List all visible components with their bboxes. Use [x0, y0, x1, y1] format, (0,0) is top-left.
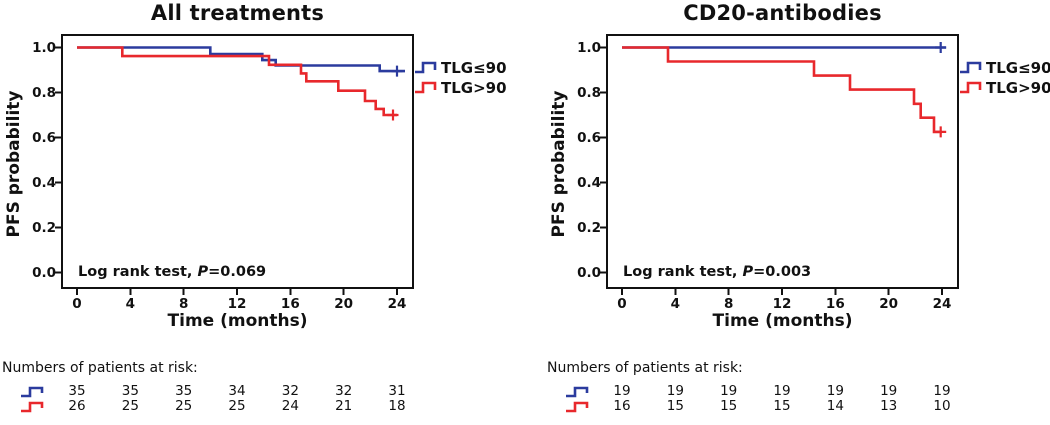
risk-count: 25: [175, 398, 193, 414]
logrank-p-value: =0.069: [208, 264, 267, 280]
x-tick-labels: 0 4 8 12 16 20 24: [0, 296, 505, 314]
x-tick-label: 20: [879, 296, 899, 312]
legend-item-tlg-gt-90: TLG>90: [959, 78, 1050, 97]
y-tick-label: 0.4: [32, 174, 56, 191]
km-plot-area: [600, 34, 959, 295]
legend-item-tlg-gt-90: TLG>90: [414, 78, 507, 97]
risk-count: 14: [826, 398, 844, 414]
legend-step-icon-red: [960, 81, 982, 94]
legend-label: TLG>90: [441, 78, 507, 97]
x-tick-label: 4: [125, 296, 136, 312]
risk-step-icon-blue: [21, 386, 44, 398]
y-tick-label: 0.0: [32, 264, 56, 281]
x-tick-label: 12: [772, 296, 792, 312]
y-tick-label: 0.2: [32, 219, 56, 236]
risk-count: 32: [281, 383, 299, 399]
x-tick-label: 0: [72, 296, 82, 312]
y-tick-label: 1.0: [32, 39, 56, 56]
logrank-p-value: =0.003: [753, 264, 812, 280]
x-tick-label: 0: [617, 296, 627, 312]
x-tick-label: 4: [670, 296, 681, 312]
legend-label: TLG≤90: [441, 58, 507, 77]
logrank-p-symbol: P: [742, 264, 754, 280]
y-tick-label: 0.4: [577, 174, 601, 191]
risk-count: 21: [335, 398, 353, 414]
risk-count: 26: [68, 398, 86, 414]
panel-title: All treatments: [150, 1, 325, 25]
y-tick-label: 1.0: [577, 39, 601, 56]
risk-count: 15: [720, 398, 738, 414]
y-tick-label: 0.6: [32, 129, 56, 146]
risk-count: 19: [826, 383, 844, 399]
x-tick-label: 24: [932, 296, 952, 312]
risk-count: 31: [388, 383, 406, 399]
y-tick-label: 0.0: [577, 264, 601, 281]
risk-row-tlg-gt-90: 16 15 15 15 14 13 10: [545, 399, 1050, 415]
risk-count: 34: [228, 383, 246, 399]
risk-count: 19: [880, 383, 898, 399]
legend-step-icon-red: [415, 81, 437, 94]
km-plot-area: [55, 34, 414, 295]
risk-count: 10: [933, 398, 951, 414]
risk-count: 32: [335, 383, 353, 399]
risk-count: 13: [880, 398, 898, 414]
x-tick-label: 20: [334, 296, 354, 312]
legend-step-icon-blue: [415, 61, 437, 74]
x-tick-label: 24: [387, 296, 407, 312]
logrank-prefix: Log rank test,: [78, 264, 198, 280]
panel-title: CD20-antibodies: [683, 1, 882, 25]
logrank-p-symbol: P: [197, 264, 209, 280]
y-tick-label: 0.6: [577, 129, 601, 146]
panel-cd20-antibodies: CD20-antibodies PFS probability 1.0 0.8 0.…: [545, 0, 1050, 425]
risk-count: 25: [121, 398, 139, 414]
risk-count: 35: [68, 383, 86, 399]
y-tick-labels: 1.0 0.8 0.6 0.4 0.2 0.0: [0, 0, 60, 300]
x-axis-label: Time (months): [712, 311, 853, 331]
x-tick-label: 16: [825, 296, 845, 312]
risk-count: 35: [175, 383, 193, 399]
risk-count: 16: [613, 398, 631, 414]
y-tick-labels: 1.0 0.8 0.6 0.4 0.2 0.0: [545, 0, 605, 300]
risk-count: 15: [666, 398, 684, 414]
logrank-annotation: Log rank test, P=0.069: [78, 264, 266, 280]
risk-step-icon-red: [21, 401, 44, 413]
y-tick-label: 0.2: [577, 219, 601, 236]
logrank-prefix: Log rank test,: [623, 264, 743, 280]
logrank-annotation: Log rank test, P=0.003: [623, 264, 811, 280]
legend-item-tlg-le-90: TLG≤90: [959, 58, 1050, 77]
legend-step-icon-blue: [960, 61, 982, 74]
panel-all-treatments: All treatments PFS probability 1.0 0.8 0.6…: [0, 0, 507, 425]
risk-count: 19: [933, 383, 951, 399]
risk-step-icon-blue: [566, 386, 589, 398]
legend-label: TLG≤90: [986, 58, 1050, 77]
risk-count: 19: [666, 383, 684, 399]
risk-row-tlg-le-90: 35 35 35 34 32 32 31: [0, 384, 505, 400]
x-axis-label: Time (months): [167, 311, 308, 331]
x-tick-label: 16: [280, 296, 300, 312]
risk-count: 19: [773, 383, 791, 399]
y-tick-label: 0.8: [32, 84, 56, 101]
y-tick-label: 0.8: [577, 84, 601, 101]
risk-table-title: Numbers of patients at risk:: [547, 360, 743, 376]
x-tick-label: 12: [227, 296, 247, 312]
legend-label: TLG>90: [986, 78, 1050, 97]
risk-row-tlg-gt-90: 26 25 25 25 24 21 18: [0, 399, 505, 415]
risk-count: 15: [773, 398, 791, 414]
risk-table-title: Numbers of patients at risk:: [2, 360, 198, 376]
risk-count: 19: [613, 383, 631, 399]
x-tick-label: 8: [723, 296, 734, 312]
risk-row-tlg-le-90: 19 19 19 19 19 19 19: [545, 384, 1050, 400]
risk-count: 25: [228, 398, 246, 414]
risk-count: 24: [281, 398, 299, 414]
risk-count: 19: [720, 383, 738, 399]
x-tick-label: 8: [178, 296, 189, 312]
x-tick-labels: 0 4 8 12 16 20 24: [545, 296, 1050, 314]
risk-step-icon-red: [566, 401, 589, 413]
risk-count: 35: [121, 383, 139, 399]
risk-count: 18: [388, 398, 406, 414]
legend-item-tlg-le-90: TLG≤90: [414, 58, 507, 77]
